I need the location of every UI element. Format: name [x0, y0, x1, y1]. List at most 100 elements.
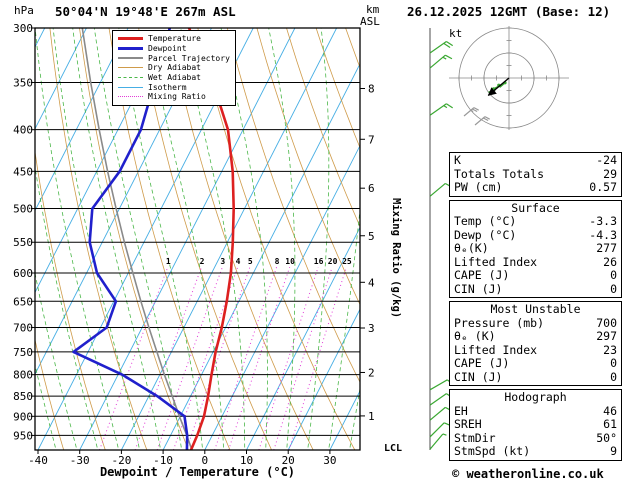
svg-text:700: 700 [13, 321, 33, 334]
stats-value: 26 [603, 254, 617, 269]
stats-value: -4.3 [589, 227, 617, 242]
legend-label: Isotherm [148, 82, 187, 92]
mixing-ratio-value-label: 25 [342, 257, 352, 266]
svg-text:300: 300 [13, 22, 33, 35]
wind-barb [429, 103, 454, 116]
pressure-axis-labels: 300 350 400 450 500 550 600 650 700 750 800 850 900 9… [13, 22, 35, 442]
stats-value: 23 [603, 342, 617, 357]
stats-value: 0 [610, 356, 617, 370]
svg-text:-30: -30 [70, 454, 90, 467]
stats-value: 0 [610, 369, 617, 384]
svg-text:1: 1 [368, 410, 375, 423]
mixing-ratio-lines [99, 266, 347, 450]
stats-value: 29 [603, 166, 617, 181]
mixing-ratio-value-label: 20 [328, 257, 338, 266]
stats-panel: K -24 Totals Totals 29 PW (cm) 0.57 Surface Tem… [449, 152, 622, 461]
svg-text:550: 550 [13, 236, 33, 249]
legend-label: Dewpoint [148, 44, 187, 54]
svg-text:400: 400 [13, 124, 33, 137]
svg-text:2: 2 [368, 366, 375, 379]
stats-value: 61 [603, 417, 617, 431]
stats-row: StmDir 50° [454, 430, 617, 446]
datetime-title: 26.12.2025 12GMT (Base: 12) [407, 4, 611, 19]
stats-row: EH 46 [454, 403, 617, 419]
wind-barb [474, 116, 490, 126]
wind-barb [429, 41, 454, 54]
svg-text:-40: -40 [28, 454, 48, 467]
stats-label: StmSpd (kt) [454, 444, 531, 458]
stats-label: EH [454, 403, 468, 418]
legend-item: Dry Adiabat [118, 63, 230, 73]
lcl-label: LCL [384, 443, 402, 454]
stats-label: Lifted Index [454, 342, 538, 357]
plot-border [34, 27, 361, 451]
temperature-axis-labels: -40 -30 -20 -10 0 10 20 30 [28, 450, 337, 467]
legend-label: Temperature [148, 34, 201, 44]
svg-text:8: 8 [368, 82, 375, 95]
svg-text:750: 750 [13, 346, 33, 359]
stats-row: CAPE (J) 0 [454, 268, 617, 283]
stats-row: Lifted Index 26 [454, 254, 617, 270]
copyright: © weatheronline.co.uk [452, 467, 604, 481]
hodograph-unit-label: kt [449, 27, 462, 40]
svg-text:30: 30 [323, 454, 336, 467]
pressure-unit-label: hPa [14, 4, 34, 17]
wind-barb [429, 54, 453, 69]
svg-text:-20: -20 [111, 454, 131, 467]
hodograph: kt [449, 26, 569, 130]
stats-label: Dewp (°C) [454, 227, 517, 242]
mixing-ratio-value-label: 3 [220, 257, 225, 266]
legend-label: Wet Adiabat [148, 73, 201, 83]
stats-row: CIN (J) 0 [454, 369, 617, 385]
legend-item: Parcel Trajectory [118, 53, 230, 63]
legend-swatch [118, 37, 143, 41]
stats-box: Surface Temp (°C) -3.3 Dewp (°C) -4.3 θₑ(K) 27… [449, 199, 622, 298]
stats-row: Pressure (mb) 700 [454, 315, 617, 331]
legend-item: Dewpoint [118, 44, 230, 54]
stats-value: 0 [610, 281, 617, 296]
stats-row: CIN (J) 0 [454, 281, 617, 297]
km-axis-unit: km [366, 3, 380, 16]
svg-text:7: 7 [368, 133, 375, 146]
stats-box-header: Most Unstable [490, 302, 581, 316]
legend-item: Mixing Ratio [118, 92, 230, 102]
x-axis-label: Dewpoint / Temperature (°C) [99, 465, 296, 479]
legend-item: Wet Adiabat [118, 73, 230, 83]
stats-value: -3.3 [589, 214, 617, 228]
km-axis-labels: 1 2 3 4 5 6 7 8 [360, 82, 375, 423]
legend-item: Temperature [118, 34, 230, 44]
stats-row: CAPE (J) 0 [454, 356, 617, 371]
mixing-ratio-value-label: 1 [166, 257, 171, 266]
stats-label: K [454, 153, 461, 167]
stats-value: 9 [610, 444, 617, 458]
stats-label: θₑ (K) [454, 329, 496, 343]
stats-box: Hodograph EH 46 SREH 61 StmDir 50° StmSpd (kt) 9 [449, 389, 622, 461]
temperature-curve [187, 28, 235, 450]
stats-label: Totals Totals [454, 166, 545, 181]
legend-label: Mixing Ratio [148, 92, 206, 102]
stats-label: SREH [454, 417, 482, 431]
stats-label: CIN (J) [454, 369, 503, 384]
stats-label: StmDir [454, 430, 496, 445]
stats-row: Dewp (°C) -4.3 [454, 227, 617, 243]
stats-label: Pressure (mb) [454, 315, 545, 330]
svg-text:900: 900 [13, 410, 33, 423]
stats-row: Lifted Index 23 [454, 342, 617, 358]
legend-label: Parcel Trajectory [148, 53, 230, 63]
legend: Temperature Dewpoint Parcel Trajectory Dry … [112, 30, 236, 106]
svg-text:10: 10 [240, 454, 253, 467]
stats-value: 46 [603, 403, 617, 418]
stats-row: Totals Totals 29 [454, 166, 617, 182]
stats-label: Lifted Index [454, 254, 538, 269]
stats-row: PW (cm) 0.57 [454, 180, 617, 195]
stats-box: K -24 Totals Totals 29 PW (cm) 0.57 [449, 152, 622, 197]
svg-text:20: 20 [282, 454, 295, 467]
stats-label: CAPE (J) [454, 356, 510, 370]
asl-axis-unit: ASL [360, 15, 380, 28]
legend-swatch [118, 67, 143, 69]
mixing-ratio-value-label: 10 [285, 257, 295, 266]
legend-swatch [118, 96, 143, 98]
svg-text:350: 350 [13, 76, 33, 89]
